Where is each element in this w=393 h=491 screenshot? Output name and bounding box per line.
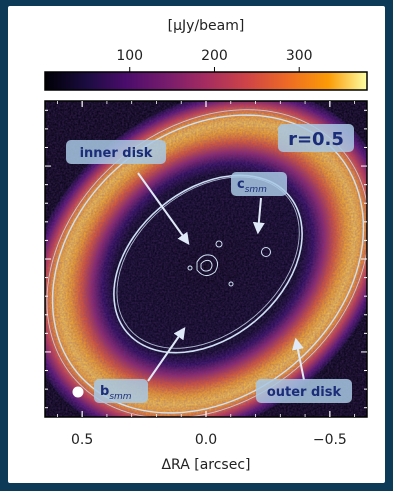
colorbar-tick-labels: 100 200 300 xyxy=(116,48,313,72)
x-tick-label-0: 0.5 xyxy=(71,432,93,448)
x-axis-label: ΔRA [arcsec] xyxy=(161,457,250,473)
x-tick-label-2: −0.5 xyxy=(313,432,347,448)
disk-figure: [μJy/beam] 100 200 300 xyxy=(44,18,368,473)
r-label: r=0.5 xyxy=(288,129,344,150)
figure-card: [μJy/beam] 100 200 300 xyxy=(8,6,385,483)
colorbar-tick-label-2: 300 xyxy=(286,48,313,64)
colorbar-tick-label-1: 200 xyxy=(201,48,228,64)
arrow-inner-disk xyxy=(137,172,190,245)
c-smm-label: csmm xyxy=(237,177,267,195)
b-smm-base: b xyxy=(100,384,109,399)
arrow-b-smm xyxy=(147,327,186,382)
outer-disk-label: outer disk xyxy=(267,385,342,400)
colorbar-label: [μJy/beam] xyxy=(168,18,245,34)
c-smm-label-box xyxy=(231,172,287,196)
beam-marker xyxy=(72,386,84,398)
c-smm-sub: smm xyxy=(245,185,267,195)
arrow-outer-disk xyxy=(291,337,305,381)
outer-disk-label-box xyxy=(256,379,352,403)
image-panel: r=0.5 inner disk csmm bsmm outer disk xyxy=(45,101,367,417)
x-tick-label-1: 0.0 xyxy=(195,432,217,448)
b-smm-sub: smm xyxy=(109,392,131,402)
x-tick-labels: 0.5 0.0 −0.5 xyxy=(71,432,347,448)
arrow-c-smm xyxy=(252,197,265,235)
inner-disk-label: inner disk xyxy=(80,146,153,161)
axis-ticks xyxy=(45,101,367,417)
inner-contour xyxy=(113,174,303,354)
r-label-box xyxy=(278,124,354,152)
inner-disk-label-box xyxy=(66,140,166,164)
inner-source-contours xyxy=(187,240,271,287)
b-smm-label-box xyxy=(94,379,148,403)
c-smm-base: c xyxy=(237,177,245,192)
colorbar xyxy=(44,71,368,91)
b-smm-label: bsmm xyxy=(100,384,132,402)
colorbar-tick-label-0: 100 xyxy=(116,48,143,64)
